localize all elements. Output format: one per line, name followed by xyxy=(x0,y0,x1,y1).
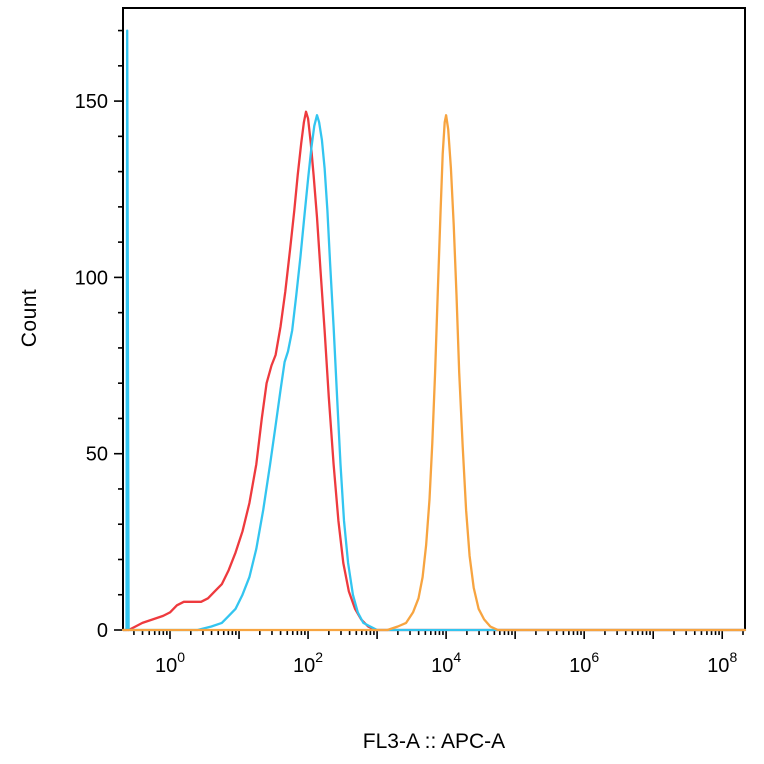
x-tick-label-10e0: 100 xyxy=(155,649,185,677)
x-axis-tick-labels: 100 102 104 106 108 xyxy=(155,649,737,677)
x-axis-label: FL3-A :: APC-A xyxy=(362,730,506,753)
y-tick-label-100: 100 xyxy=(75,267,108,289)
series-cyan-curve xyxy=(121,29,747,632)
y-axis-tick-labels: 0 50 100 150 xyxy=(75,91,108,642)
x-tick-label-10e2: 102 xyxy=(293,649,323,677)
y-axis-label: Count xyxy=(18,288,41,348)
y-tick-label-0: 0 xyxy=(97,620,108,642)
plot-frame xyxy=(122,7,746,631)
y-tick-label-50: 50 xyxy=(86,444,108,466)
x-tick-label-10e6: 106 xyxy=(569,649,599,677)
y-axis-ticks xyxy=(114,29,123,631)
x-axis-ticks xyxy=(133,630,744,639)
y-tick-label-150: 150 xyxy=(75,91,108,113)
series-orange-curve xyxy=(121,114,747,632)
x-tick-label-10e8: 108 xyxy=(707,649,737,677)
series-red-curve xyxy=(121,110,747,632)
x-tick-label-10e4: 104 xyxy=(431,649,461,677)
